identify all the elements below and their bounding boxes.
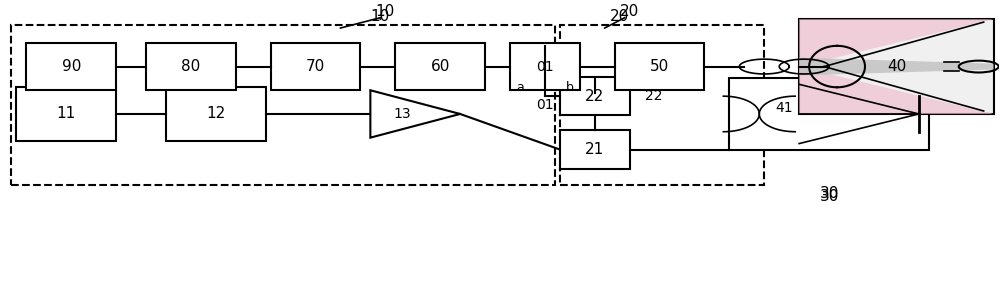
Text: 90: 90 (62, 59, 81, 74)
Text: 13: 13 (393, 107, 411, 121)
Text: 20: 20 (620, 4, 639, 19)
Text: 50: 50 (650, 59, 669, 74)
Text: b: b (566, 81, 574, 94)
FancyBboxPatch shape (799, 19, 994, 114)
Polygon shape (799, 58, 994, 75)
Text: 40: 40 (887, 59, 906, 74)
Text: 12: 12 (206, 106, 225, 121)
Text: 01: 01 (536, 98, 554, 112)
FancyBboxPatch shape (560, 77, 630, 115)
Text: 60: 60 (430, 59, 450, 74)
FancyBboxPatch shape (560, 130, 630, 169)
FancyBboxPatch shape (271, 43, 360, 90)
Text: 70: 70 (306, 59, 325, 74)
Text: 22: 22 (585, 89, 604, 104)
Text: 30: 30 (819, 187, 839, 202)
Text: 10: 10 (376, 4, 395, 19)
Polygon shape (799, 67, 994, 114)
Text: 01: 01 (536, 60, 554, 74)
Polygon shape (799, 19, 994, 67)
FancyBboxPatch shape (166, 87, 266, 141)
FancyBboxPatch shape (729, 78, 929, 150)
FancyBboxPatch shape (395, 43, 485, 90)
Text: 11: 11 (57, 106, 76, 121)
Text: 21: 21 (585, 142, 604, 157)
Text: 30: 30 (819, 189, 839, 205)
Polygon shape (370, 90, 460, 138)
FancyBboxPatch shape (615, 43, 704, 90)
Text: 80: 80 (181, 59, 200, 74)
FancyBboxPatch shape (510, 43, 580, 90)
Text: 22: 22 (645, 89, 662, 103)
Text: a: a (516, 81, 524, 94)
Text: 20: 20 (610, 9, 629, 24)
Text: 41: 41 (775, 101, 793, 115)
Text: 10: 10 (371, 9, 390, 24)
FancyBboxPatch shape (26, 43, 116, 90)
FancyBboxPatch shape (16, 87, 116, 141)
FancyBboxPatch shape (146, 43, 236, 90)
